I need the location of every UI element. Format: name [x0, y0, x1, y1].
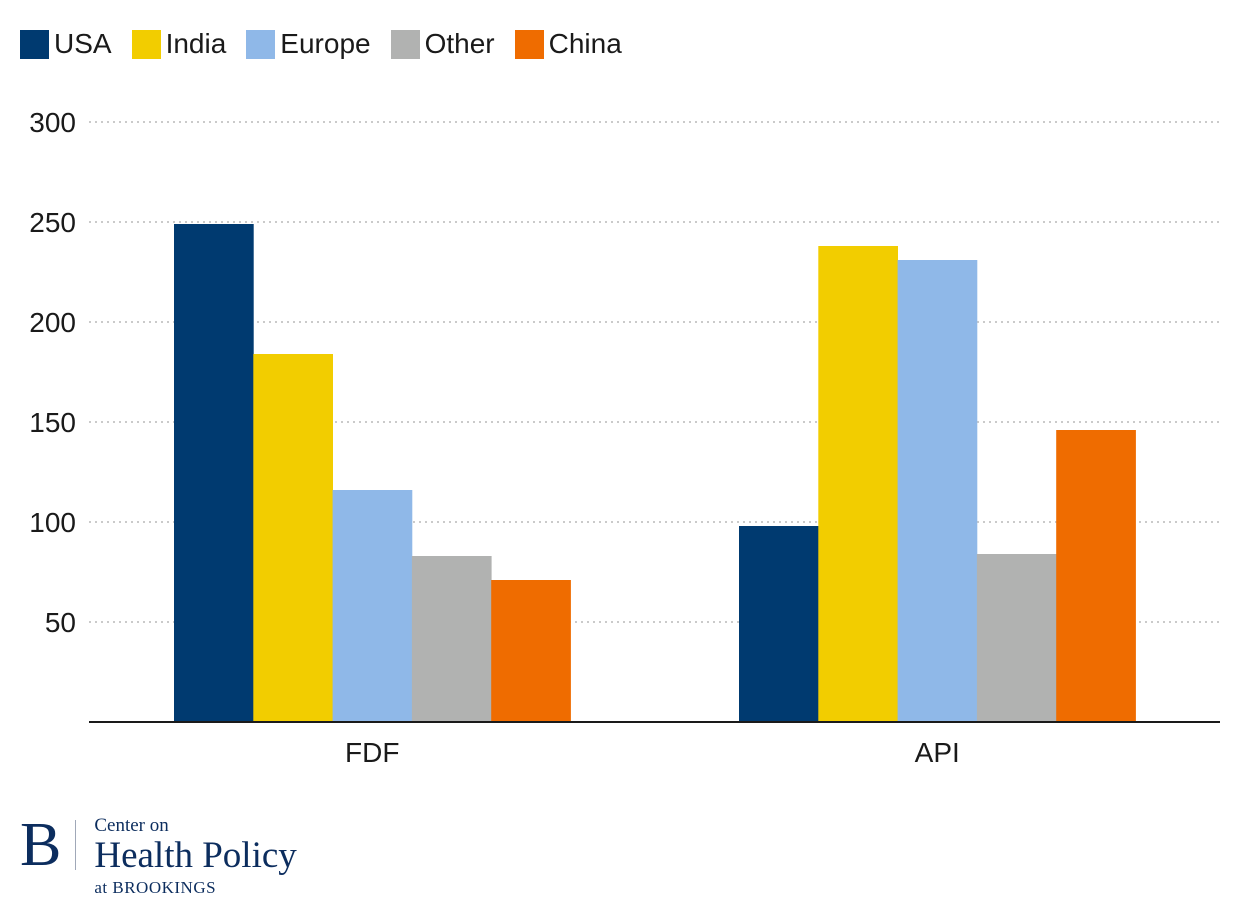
legend-swatch-usa — [20, 29, 49, 59]
bar-api-usa — [739, 526, 819, 722]
x-category-label-api: API — [915, 737, 960, 768]
bar-api-india — [818, 246, 898, 722]
legend-item-other: Other — [390, 28, 495, 60]
legend-item-usa: USA — [20, 28, 112, 60]
logo-line-center-on: Center on — [94, 815, 169, 836]
bar-fdf-india — [253, 354, 333, 722]
legend-label-usa: USA — [54, 28, 112, 59]
legend-label-china: China — [548, 28, 622, 59]
logo-line-health-policy: Health Policy — [94, 835, 297, 876]
y-tick-label-100: 100 — [29, 507, 76, 538]
logo-line-at-brookings: at BROOKINGS — [94, 878, 217, 897]
legend-label-other: Other — [424, 28, 495, 59]
legend-item-india: India — [131, 28, 227, 60]
legend-swatch-europe — [246, 29, 276, 59]
y-tick-label-200: 200 — [29, 307, 76, 338]
legend-swatch-india — [131, 29, 161, 59]
chart-legend: USA India Europe Other China — [20, 28, 642, 60]
logo-divider — [75, 820, 77, 870]
legend-item-china: China — [514, 28, 622, 60]
bar-fdf-china — [491, 580, 571, 722]
legend-swatch-china — [514, 29, 544, 59]
bar-api-europe — [897, 260, 978, 722]
logo-text: Center on Health Policy at BROOKINGS — [94, 814, 296, 900]
legend-label-india: India — [165, 28, 227, 59]
bar-fdf-usa — [174, 224, 254, 722]
legend-label-europe: Europe — [280, 28, 371, 59]
x-category-label-fdf: FDF — [345, 737, 399, 768]
brookings-logo: B Center on Health Policy at BROOKINGS — [20, 814, 297, 900]
legend-item-europe: Europe — [246, 28, 371, 60]
bar-api-other — [976, 554, 1057, 722]
bar-fdf-europe — [332, 490, 413, 722]
logo-mark: B — [20, 811, 62, 879]
y-tick-label-50: 50 — [45, 607, 76, 638]
legend-swatch-other — [390, 29, 420, 59]
y-tick-label-150: 150 — [29, 407, 76, 438]
bar-chart: 50 100 150 200 250 300 FDF API — [29, 107, 1220, 768]
bar-api-china — [1056, 430, 1136, 722]
y-tick-label-300: 300 — [29, 107, 76, 138]
bar-fdf-other — [411, 556, 492, 722]
y-tick-label-250: 250 — [29, 207, 76, 238]
